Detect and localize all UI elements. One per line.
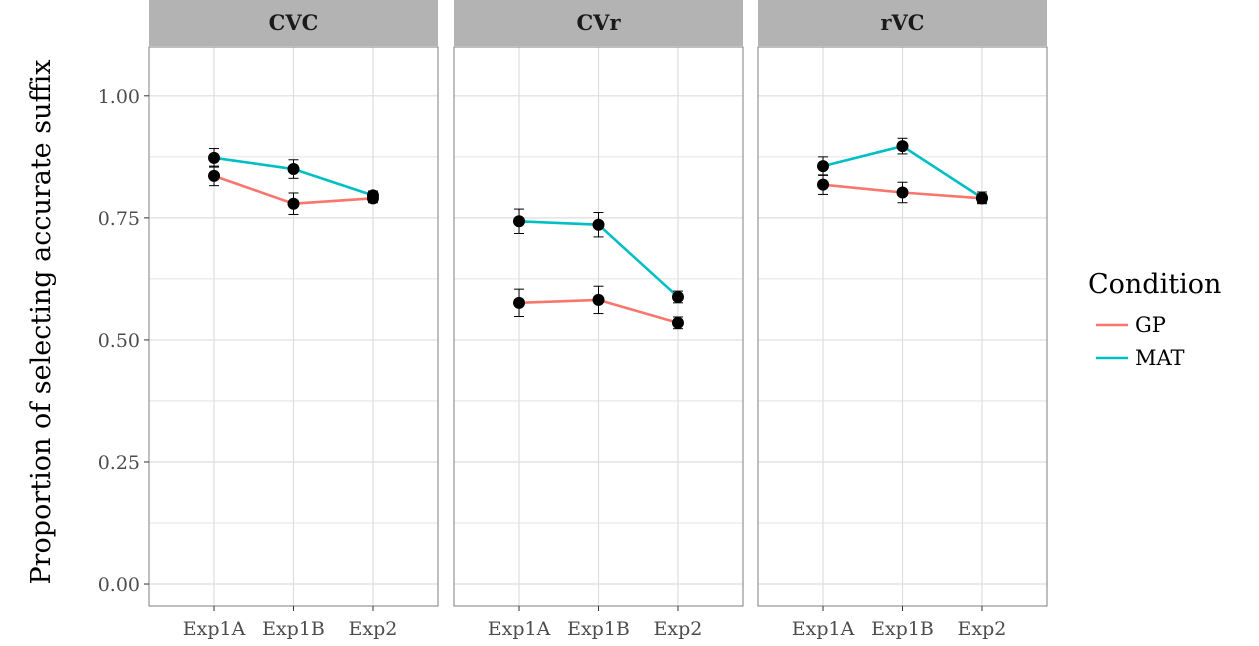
y-tick-label: 1.00 <box>98 86 140 108</box>
data-point-mat <box>671 290 684 303</box>
facet-panel-rvc: rVC Exp1A Exp1B Exp2 <box>757 0 1048 640</box>
data-point-gp <box>592 293 605 306</box>
facet-strip <box>454 0 743 46</box>
y-tick-label: 0.50 <box>98 330 140 352</box>
y-axis-title: Proportion of selecting accurate suffix <box>26 59 57 584</box>
facet-panel-cvr: CVr Exp1A Exp1B Exp2 <box>453 0 744 640</box>
data-point-mat <box>513 215 526 228</box>
legend-title: Condition <box>1088 269 1221 300</box>
facet-title: CVr <box>576 10 621 35</box>
legend-item-gp: GP <box>1096 313 1166 337</box>
data-point-mat <box>366 189 379 202</box>
y-tick-label: 0.00 <box>98 574 140 596</box>
x-tick-label: Exp1A <box>183 618 246 640</box>
x-tick-label: Exp2 <box>958 618 1007 640</box>
y-axis-ticks: 0.00 0.25 0.50 0.75 1.00 <box>98 86 149 596</box>
x-tick-label: Exp1A <box>488 618 551 640</box>
facet-title: CVC <box>269 10 319 35</box>
legend-item-mat: MAT <box>1096 346 1185 370</box>
x-tick-label: Exp1B <box>871 618 934 640</box>
x-tick-label: Exp1B <box>567 618 630 640</box>
data-point-mat <box>208 151 221 164</box>
data-point-mat <box>975 191 988 204</box>
data-point-mat <box>896 140 909 153</box>
facet-title: rVC <box>880 10 924 35</box>
facet-strip <box>758 0 1047 46</box>
facet-panels: CVC Exp1A Exp1B Exp2 CVr Exp1A Exp1B Exp2 rVC Exp… <box>148 0 1048 640</box>
data-point-gp <box>287 197 300 210</box>
x-tick-label: Exp2 <box>349 618 398 640</box>
legend: Condition GP MAT <box>1088 269 1221 370</box>
data-point-gp <box>817 178 830 191</box>
x-tick-label: Exp1B <box>262 618 325 640</box>
data-point-gp <box>671 316 684 329</box>
x-tick-label: Exp2 <box>654 618 703 640</box>
legend-label: MAT <box>1135 346 1185 370</box>
facet-strip <box>149 0 438 46</box>
data-point-mat <box>817 160 830 173</box>
data-point-gp <box>896 186 909 199</box>
facet-panel-cvc: CVC Exp1A Exp1B Exp2 <box>148 0 439 640</box>
data-point-gp <box>208 169 221 182</box>
data-point-gp <box>513 296 526 309</box>
legend-label: GP <box>1135 313 1166 337</box>
data-point-mat <box>592 218 605 231</box>
y-tick-label: 0.25 <box>98 452 140 474</box>
data-point-mat <box>287 163 300 176</box>
x-tick-label: Exp1A <box>792 618 855 640</box>
y-tick-label: 0.75 <box>98 208 140 230</box>
